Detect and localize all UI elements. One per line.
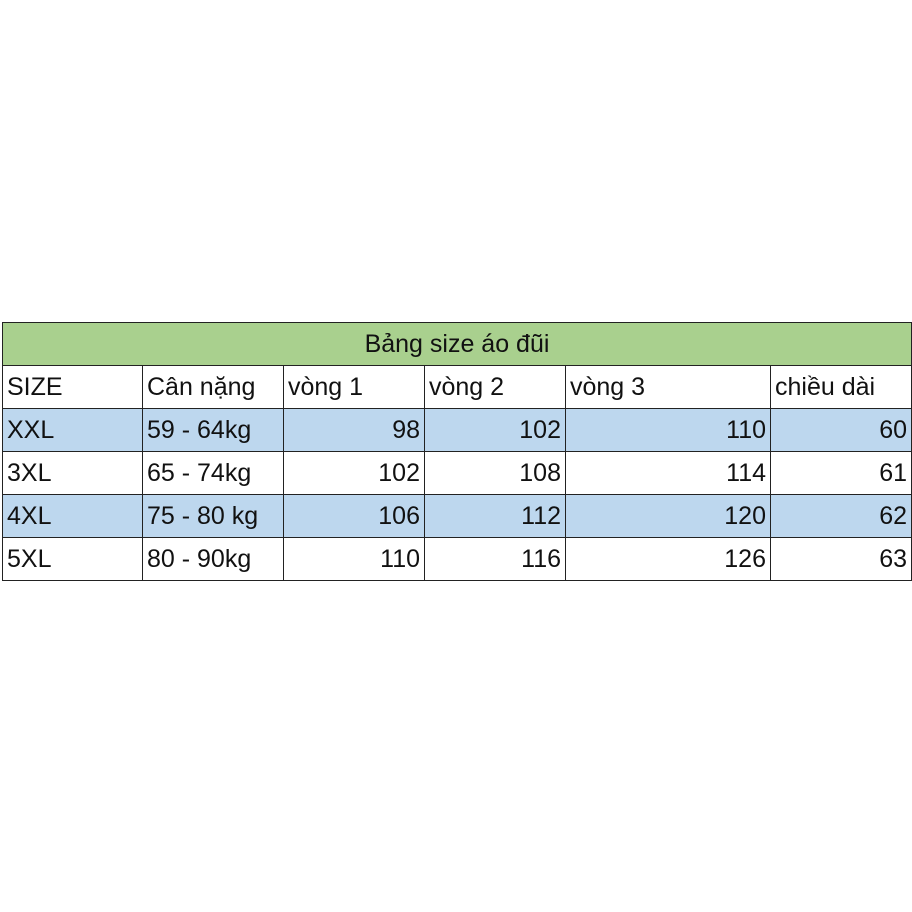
data-cell: 4XL bbox=[2, 494, 143, 538]
data-cell: 80 - 90kg bbox=[142, 537, 284, 581]
data-cell: 114 bbox=[565, 451, 771, 495]
data-cell: 126 bbox=[565, 537, 771, 581]
data-cell: 63 bbox=[770, 537, 912, 581]
data-cell: 102 bbox=[424, 408, 566, 452]
header-cell: SIZE bbox=[2, 365, 143, 409]
data-cell: 110 bbox=[283, 537, 425, 581]
data-cell: 59 - 64kg bbox=[142, 408, 284, 452]
size-table: Bảng size áo đũi SIZE Cân nặng vòng 1 vòng … bbox=[2, 322, 912, 581]
header-cell: chiều dài bbox=[770, 365, 912, 409]
data-cell: 112 bbox=[424, 494, 566, 538]
data-cell: 62 bbox=[770, 494, 912, 538]
data-cell: 75 - 80 kg bbox=[142, 494, 284, 538]
data-row: XXL 59 - 64kg 98 102 110 60 bbox=[2, 408, 912, 452]
data-cell: 5XL bbox=[2, 537, 143, 581]
title-row: Bảng size áo đũi bbox=[2, 322, 912, 366]
data-cell: 61 bbox=[770, 451, 912, 495]
header-cell: vòng 2 bbox=[424, 365, 566, 409]
data-cell: 60 bbox=[770, 408, 912, 452]
header-cell: vòng 1 bbox=[283, 365, 425, 409]
header-row: SIZE Cân nặng vòng 1 vòng 2 vòng 3 chiều dài bbox=[2, 365, 912, 409]
data-cell: 3XL bbox=[2, 451, 143, 495]
data-row: 4XL 75 - 80 kg 106 112 120 62 bbox=[2, 494, 912, 538]
header-cell: vòng 3 bbox=[565, 365, 771, 409]
data-cell: 110 bbox=[565, 408, 771, 452]
data-cell: 108 bbox=[424, 451, 566, 495]
data-cell: XXL bbox=[2, 408, 143, 452]
data-cell: 116 bbox=[424, 537, 566, 581]
data-row: 3XL 65 - 74kg 102 108 114 61 bbox=[2, 451, 912, 495]
data-cell: 102 bbox=[283, 451, 425, 495]
data-cell: 120 bbox=[565, 494, 771, 538]
data-row: 5XL 80 - 90kg 110 116 126 63 bbox=[2, 537, 912, 581]
data-cell: 65 - 74kg bbox=[142, 451, 284, 495]
data-cell: 98 bbox=[283, 408, 425, 452]
header-cell: Cân nặng bbox=[142, 365, 284, 409]
size-sheet: Bảng size áo đũi SIZE Cân nặng vòng 1 vòng … bbox=[2, 322, 912, 581]
data-cell: 106 bbox=[283, 494, 425, 538]
table-title: Bảng size áo đũi bbox=[2, 322, 912, 366]
